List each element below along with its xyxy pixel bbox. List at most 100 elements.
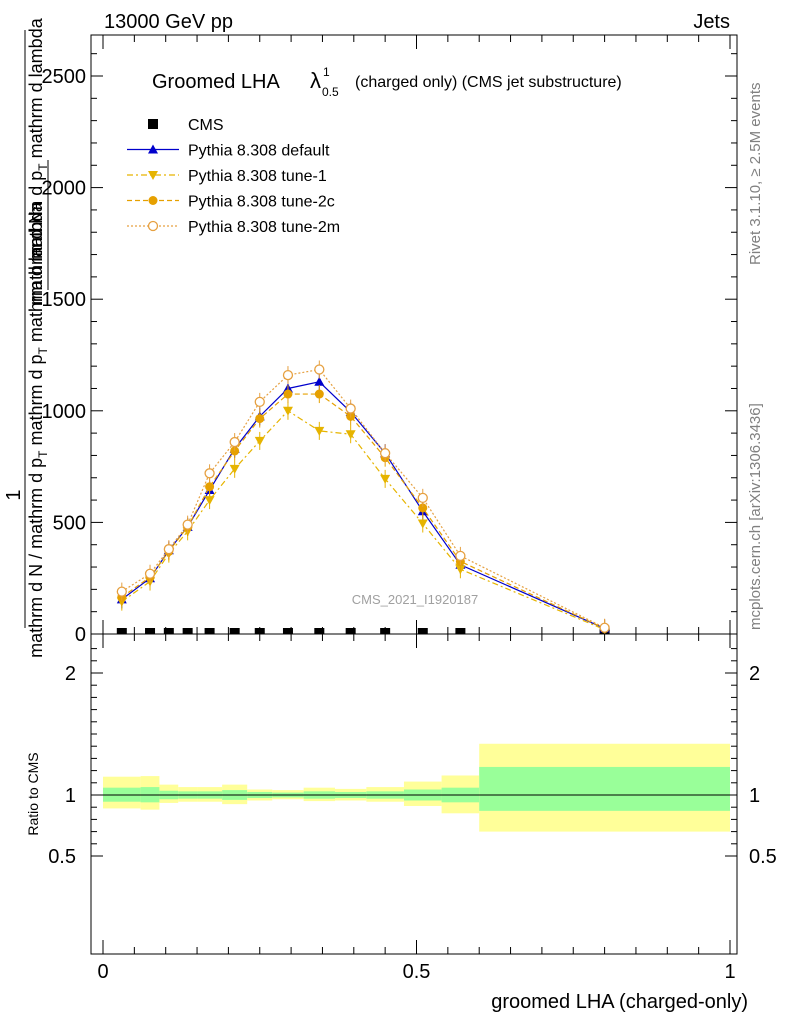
ratio-x-ticks: 0 0.5 1 [97, 634, 736, 983]
legend-label: CMS [188, 117, 224, 134]
data-point [282, 406, 293, 416]
data-point [282, 369, 294, 381]
data-point [455, 550, 466, 562]
data-point [254, 396, 265, 408]
data-point [148, 171, 158, 180]
y-tick-label: 0 [75, 624, 86, 646]
ratio-y-tick-label-right: 1 [749, 785, 760, 807]
data-point [163, 628, 174, 638]
data-point [314, 364, 325, 375]
energy-label: 13000 GeV pp [104, 11, 233, 33]
data-point [229, 628, 240, 638]
data-point [254, 628, 265, 638]
data-point [144, 568, 156, 579]
data-point [182, 519, 193, 530]
data-point [147, 220, 159, 232]
data-point [204, 496, 215, 506]
data-point [148, 196, 158, 205]
series-line [121, 368, 605, 629]
ratio-y-tick-label: 0.5 [48, 846, 76, 868]
ylabel-num-top: mathrm d N [26, 211, 46, 305]
chart-title: Groomed LHA λ 1 0.5 (charged only) (CMS … [152, 65, 622, 99]
main-y-ticks: 0 500 1000 1500 2000 2500 [42, 53, 737, 646]
data-point [255, 414, 265, 424]
x-tick-label: 0.5 [403, 961, 431, 983]
main-series [116, 360, 610, 639]
ylabel-num-bottom: mathrm d N / mathrm d pT mathrm d pT mat… [26, 201, 50, 658]
main-panel: 0 500 1000 1500 2000 2500 Groomed LHA λ 1 0.5… [3, 17, 738, 658]
data-point [229, 464, 240, 474]
ratio-y-tick-label: 1 [65, 785, 76, 807]
data-point [163, 544, 174, 555]
series-line [121, 393, 605, 629]
data-point [314, 376, 325, 386]
data-point [182, 628, 193, 638]
legend-label: Pythia 8.308 tune-1 [188, 168, 327, 185]
legend-item: Pythia 8.308 default [127, 143, 330, 160]
data-point [314, 389, 324, 399]
x-tick-label: 0 [97, 961, 108, 983]
data-point [418, 503, 428, 513]
title-prefix: Groomed LHA [152, 71, 280, 93]
title-suffix: (charged only) (CMS jet substructure) [355, 74, 622, 91]
data-point [345, 628, 356, 638]
data-point [314, 426, 325, 436]
data-point [254, 436, 265, 446]
data-point [417, 492, 428, 503]
inner-band [479, 766, 730, 811]
y-tick-label: 1500 [42, 289, 87, 311]
y-tick-label: 500 [53, 512, 86, 534]
rivet-label: Rivet 3.1.10, ≥ 2.5M events [747, 83, 764, 266]
ratio-y-tick-label-right: 2 [749, 663, 760, 685]
legend-item: Pythia 8.308 tune-2c [127, 194, 335, 211]
legend-item: CMS [148, 117, 224, 134]
legend-label: Pythia 8.308 tune-2m [188, 219, 340, 236]
data-point [204, 628, 215, 638]
data-point [417, 519, 428, 529]
data-point [455, 628, 466, 638]
legend-item: Pythia 8.308 tune-2m [127, 219, 340, 236]
legend: CMS Pythia 8.308 default Pythia 8.308 tune… [127, 117, 340, 236]
data-point [314, 628, 325, 638]
ratio-y-tick-label-right: 0.5 [749, 846, 777, 868]
title-sup: 1 [323, 65, 330, 79]
y-tick-label: 1000 [42, 401, 87, 423]
title-sub: 0.5 [322, 85, 339, 99]
legend-label: Pythia 8.308 tune-2c [188, 194, 335, 211]
y-tick-label: 2000 [42, 178, 87, 200]
ratio-y-tick-label: 2 [65, 663, 76, 685]
data-point [599, 622, 610, 633]
main-y-label: 1 mathrm d N mathrm d pT mathrm d lambda… [3, 17, 50, 658]
data-point [148, 144, 158, 154]
data-point [345, 403, 356, 414]
data-point [379, 448, 391, 459]
analysis-watermark: CMS_2021_I1920187 [352, 592, 479, 607]
data-point [229, 436, 240, 448]
data-point [204, 468, 215, 479]
main-frame [90, 34, 738, 635]
ylabel-den-top: mathrm d pT mathrm d lambda [26, 17, 50, 261]
data-point [283, 389, 293, 399]
data-point [145, 628, 156, 638]
y-tick-label: 2500 [42, 66, 87, 88]
ratio-y-label: Ratio to CMS [25, 752, 41, 835]
title-lambda: λ [310, 68, 321, 93]
data-point [282, 628, 293, 638]
legend-item: Pythia 8.308 tune-1 [127, 168, 327, 185]
ratio-frame [90, 633, 738, 955]
ylabel-one: 1 [3, 489, 25, 500]
ratio-y-ticks: 0.5 0.5 1 1 2 2 [48, 648, 777, 868]
x-tick-label: 1 [724, 961, 735, 983]
data-point [380, 474, 391, 484]
ratio-panel: 0.5 0.51 12 2 0 0.5 1 Ratio to CMS groomed LH… [25, 633, 777, 1013]
category-label: Jets [693, 11, 730, 33]
series-pythia-8-308-tune-2m [116, 360, 610, 637]
data-point [148, 119, 158, 129]
x-axis-label: groomed LHA (charged-only) [491, 991, 748, 1013]
legend-label: Pythia 8.308 default [188, 143, 330, 160]
data-point [417, 628, 428, 638]
data-point [116, 628, 127, 638]
data-point [345, 430, 356, 440]
data-point [205, 482, 215, 492]
